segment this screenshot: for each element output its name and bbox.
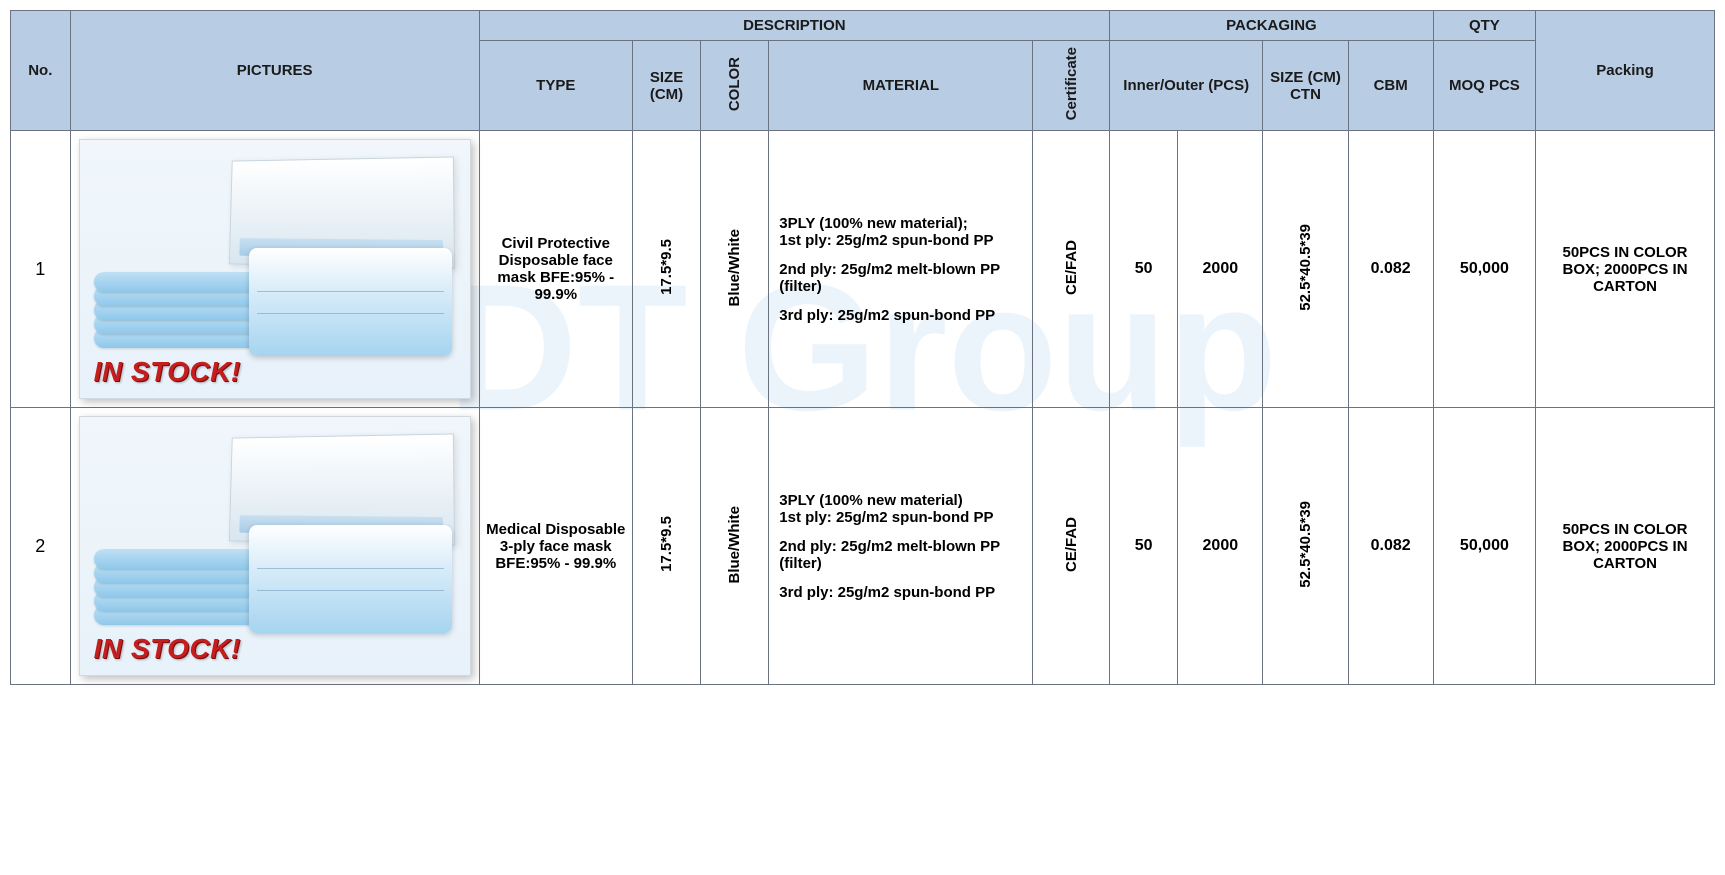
col-type: TYPE bbox=[479, 41, 632, 131]
in-stock-badge: IN STOCK! bbox=[94, 633, 241, 665]
in-stock-badge: IN STOCK! bbox=[94, 356, 241, 388]
cell-picture: IN STOCK! bbox=[70, 408, 479, 685]
cell-material: 3PLY (100% new material); 1st ply: 25g/m… bbox=[769, 131, 1033, 408]
material-line: 3PLY (100% new material); 1st ply: 25g/m… bbox=[779, 215, 1022, 249]
cell-color: Blue/White bbox=[701, 408, 769, 685]
cell-material: 3PLY (100% new material) 1st ply: 25g/m2… bbox=[769, 408, 1033, 685]
cell-packing: 50PCS IN COLOR BOX; 2000PCS IN CARTON bbox=[1536, 408, 1715, 685]
cell-no: 2 bbox=[11, 408, 71, 685]
col-certificate: Certificate bbox=[1033, 41, 1110, 131]
product-image: IN STOCK! bbox=[79, 416, 471, 676]
cell-cbm: 0.082 bbox=[1348, 131, 1433, 408]
table-body: 1 IN STOCK! Civil Protective Disposable … bbox=[11, 131, 1715, 685]
cell-inner: 50 bbox=[1110, 131, 1178, 408]
col-material: MATERIAL bbox=[769, 41, 1033, 131]
col-color: COLOR bbox=[701, 41, 769, 131]
material-line: 3rd ply: 25g/m2 spun-bond PP bbox=[779, 584, 1022, 601]
col-description: DESCRIPTION bbox=[479, 11, 1109, 41]
cell-cbm: 0.082 bbox=[1348, 408, 1433, 685]
cell-outer: 2000 bbox=[1178, 131, 1263, 408]
cell-inner: 50 bbox=[1110, 408, 1178, 685]
col-qty: QTY bbox=[1433, 11, 1535, 41]
material-line: 3PLY (100% new material) 1st ply: 25g/m2… bbox=[779, 492, 1022, 526]
mask-front-graphic bbox=[249, 248, 452, 356]
header-row-1: No. PICTURES DESCRIPTION PACKAGING QTY P… bbox=[11, 11, 1715, 41]
cell-size-cm: 17.5*9.5 bbox=[632, 131, 700, 408]
col-packing: Packing bbox=[1536, 11, 1715, 131]
mask-front-graphic bbox=[249, 525, 452, 633]
product-image: IN STOCK! bbox=[79, 139, 471, 399]
cell-no: 1 bbox=[11, 131, 71, 408]
col-moq: MOQ PCS bbox=[1433, 41, 1535, 131]
col-size-cm: SIZE (CM) bbox=[632, 41, 700, 131]
cell-size-ctn: 52.5*40.5*39 bbox=[1263, 131, 1348, 408]
product-table: No. PICTURES DESCRIPTION PACKAGING QTY P… bbox=[10, 10, 1715, 685]
cell-size-ctn: 52.5*40.5*39 bbox=[1263, 408, 1348, 685]
col-packaging: PACKAGING bbox=[1110, 11, 1434, 41]
cell-size-cm: 17.5*9.5 bbox=[632, 408, 700, 685]
col-size-ctn: SIZE (CM) CTN bbox=[1263, 41, 1348, 131]
material-line: 2nd ply: 25g/m2 melt-blown PP (filter) bbox=[779, 261, 1022, 295]
cell-type: Civil Protective Disposable face mask BF… bbox=[479, 131, 632, 408]
cell-color: Blue/White bbox=[701, 131, 769, 408]
cell-packing: 50PCS IN COLOR BOX; 2000PCS IN CARTON bbox=[1536, 131, 1715, 408]
cell-certificate: CE/FAD bbox=[1033, 408, 1110, 685]
cell-moq: 50,000 bbox=[1433, 131, 1535, 408]
table-row: 2 IN STOCK! Medical Disposable 3-ply fac… bbox=[11, 408, 1715, 685]
material-line: 3rd ply: 25g/m2 spun-bond PP bbox=[779, 307, 1022, 324]
cell-outer: 2000 bbox=[1178, 408, 1263, 685]
cell-picture: IN STOCK! bbox=[70, 131, 479, 408]
col-pictures: PICTURES bbox=[70, 11, 479, 131]
cell-certificate: CE/FAD bbox=[1033, 131, 1110, 408]
cell-moq: 50,000 bbox=[1433, 408, 1535, 685]
col-inner-outer: Inner/Outer (PCS) bbox=[1110, 41, 1263, 131]
table-row: 1 IN STOCK! Civil Protective Disposable … bbox=[11, 131, 1715, 408]
cell-type: Medical Disposable 3-ply face mask BFE:9… bbox=[479, 408, 632, 685]
col-no: No. bbox=[11, 11, 71, 131]
col-cbm: CBM bbox=[1348, 41, 1433, 131]
material-line: 2nd ply: 25g/m2 melt-blown PP (filter) bbox=[779, 538, 1022, 572]
